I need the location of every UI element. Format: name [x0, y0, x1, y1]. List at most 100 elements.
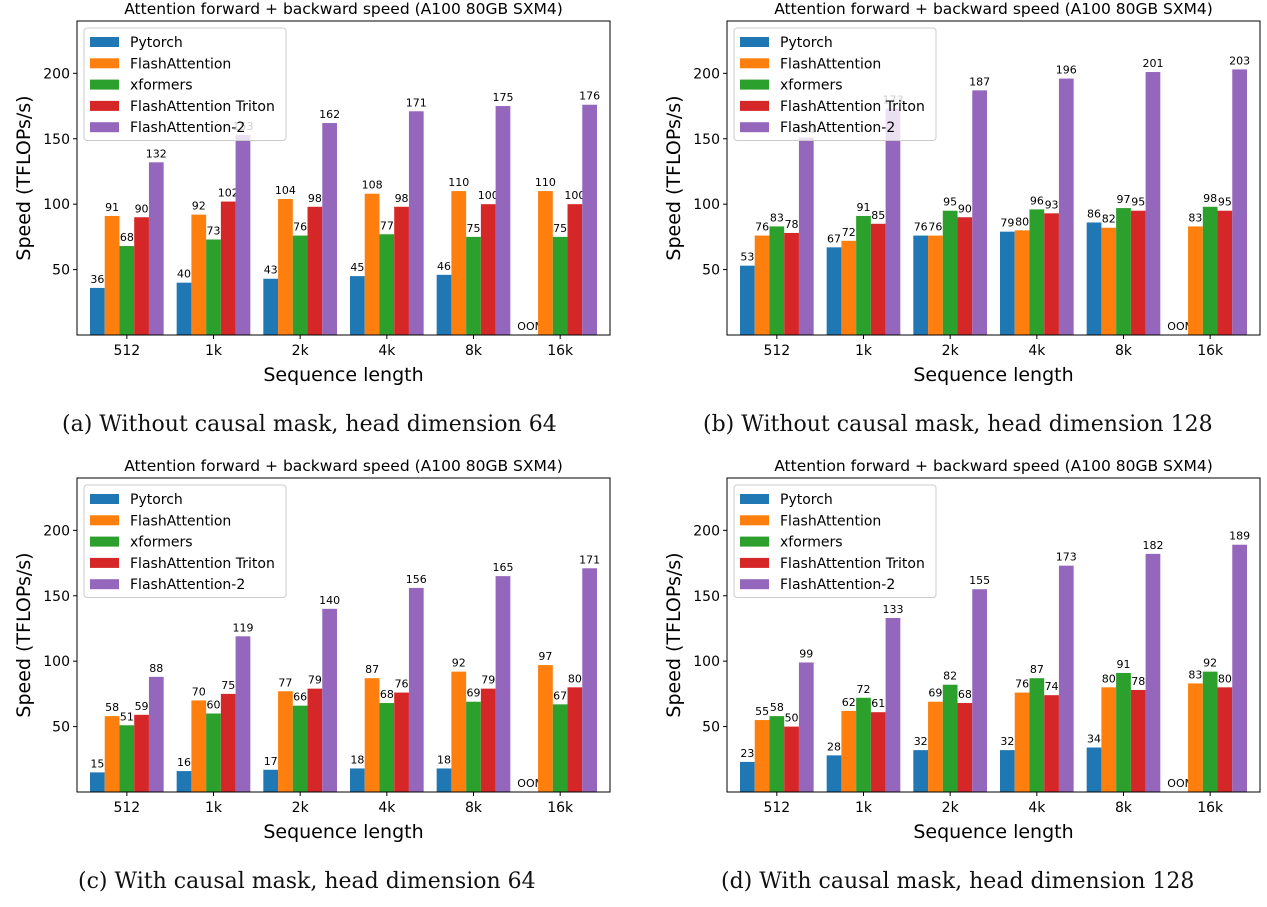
- bar: [436, 274, 452, 335]
- bar-chart-a: Attention forward + backward speed (A100…: [13, 0, 611, 386]
- bar: [567, 204, 583, 335]
- bar: [972, 589, 987, 792]
- legend-entry: FlashAttention: [130, 56, 231, 72]
- bar: [350, 276, 365, 336]
- bar: [364, 678, 380, 792]
- x-tick-label: 512: [763, 800, 790, 816]
- bar-value-label: 76: [928, 221, 942, 234]
- bar: [235, 134, 251, 335]
- x-tick-label: 8k: [465, 343, 483, 359]
- bar-value-label: 76: [914, 221, 928, 234]
- oom-label: OOM: [517, 777, 544, 790]
- bar-value-label: 67: [553, 689, 567, 702]
- legend-swatch: [90, 122, 119, 133]
- bar-value-label: 72: [842, 226, 856, 239]
- bar: [1232, 544, 1247, 792]
- bar: [856, 697, 871, 792]
- bar: [307, 688, 323, 792]
- bar: [191, 214, 207, 335]
- bar: [495, 106, 511, 335]
- bar: [1217, 210, 1233, 335]
- bar: [1145, 72, 1161, 336]
- plot-frame: [76, 477, 611, 793]
- oom-label: OOM: [1167, 320, 1194, 333]
- bar-value-label: 88: [149, 662, 163, 675]
- x-tick-label: 4k: [1028, 343, 1046, 359]
- x-tick-label: 1k: [855, 343, 873, 359]
- x-axis-label: Sequence length: [913, 364, 1073, 386]
- chart-panel-c: Attention forward + backward speed (A100…: [0, 457, 640, 907]
- x-tick-label: 512: [113, 800, 140, 816]
- x-axis-label: Sequence length: [263, 364, 423, 386]
- bar-value-label: 61: [871, 697, 885, 710]
- legend-swatch: [740, 557, 769, 568]
- bar: [885, 108, 901, 335]
- bar: [942, 684, 958, 792]
- bar: [552, 236, 568, 336]
- bar: [582, 104, 597, 335]
- bar: [466, 701, 481, 792]
- x-tick-label: 4k: [378, 800, 396, 816]
- bar-value-label: 40: [177, 268, 191, 281]
- legend-swatch: [740, 515, 769, 526]
- x-tick-label: 2k: [292, 343, 310, 359]
- bar-value-label: 79: [481, 674, 495, 687]
- x-tick-label: 8k: [1115, 800, 1133, 816]
- bar-value-label: 36: [90, 273, 104, 286]
- bar: [826, 755, 842, 792]
- bar: [957, 703, 973, 792]
- bar-value-label: 90: [958, 202, 972, 215]
- bar-value-label: 32: [914, 735, 928, 748]
- bar: [784, 232, 799, 335]
- bar: [350, 768, 365, 792]
- legend: Pytorch FlashAttention xformers FlashAttent…: [83, 27, 287, 141]
- legend-swatch: [740, 100, 769, 111]
- bar-value-label: 98: [1203, 192, 1217, 205]
- bar: [90, 287, 105, 335]
- bar-value-label: 203: [1229, 54, 1250, 67]
- bar-value-label: 45: [350, 261, 364, 274]
- bar: [870, 712, 886, 792]
- bar: [1101, 687, 1117, 792]
- bar-value-label: 182: [1142, 539, 1163, 552]
- bar-chart-c: Attention forward + backward speed (A100…: [13, 457, 611, 843]
- bar: [769, 716, 785, 792]
- bar: [278, 198, 293, 335]
- bar: [826, 247, 842, 335]
- bar: [206, 713, 221, 792]
- bar: [235, 636, 251, 792]
- bar-value-label: 100: [478, 189, 499, 202]
- legend-swatch: [90, 557, 119, 568]
- bar-value-label: 155: [969, 574, 990, 587]
- legend-entry: FlashAttention Triton: [780, 556, 925, 572]
- bar-value-label: 108: [362, 179, 383, 192]
- bar-value-label: 23: [740, 747, 754, 760]
- bar: [1000, 231, 1015, 335]
- bar: [148, 162, 164, 335]
- bar-value-label: 87: [365, 663, 379, 676]
- bar-value-label: 95: [1218, 196, 1232, 209]
- legend-swatch: [740, 579, 769, 590]
- bar: [191, 700, 207, 792]
- legend-entry: xformers: [130, 535, 193, 551]
- bar-value-label: 173: [1056, 551, 1077, 564]
- bar: [379, 703, 395, 792]
- legend-entry: xformers: [780, 78, 843, 94]
- bar-value-label: 98: [308, 192, 322, 205]
- bar: [379, 234, 395, 335]
- bar-value-label: 100: [564, 189, 585, 202]
- bar: [292, 705, 308, 792]
- bar: [307, 206, 323, 335]
- legend-entry: xformers: [130, 78, 193, 94]
- bar-value-label: 140: [319, 594, 340, 607]
- caption-d: (d) With causal mask, head dimension 128: [721, 869, 1195, 894]
- bar: [1014, 692, 1030, 792]
- bar-value-label: 80: [1102, 672, 1116, 685]
- legend-swatch: [740, 122, 769, 133]
- bar: [928, 701, 943, 792]
- bar-value-label: 77: [278, 676, 292, 689]
- bar: [394, 692, 409, 792]
- bar-value-label: 176: [579, 90, 600, 103]
- legend-entry: FlashAttention-2: [780, 577, 895, 593]
- bar-value-label: 189: [1229, 530, 1250, 543]
